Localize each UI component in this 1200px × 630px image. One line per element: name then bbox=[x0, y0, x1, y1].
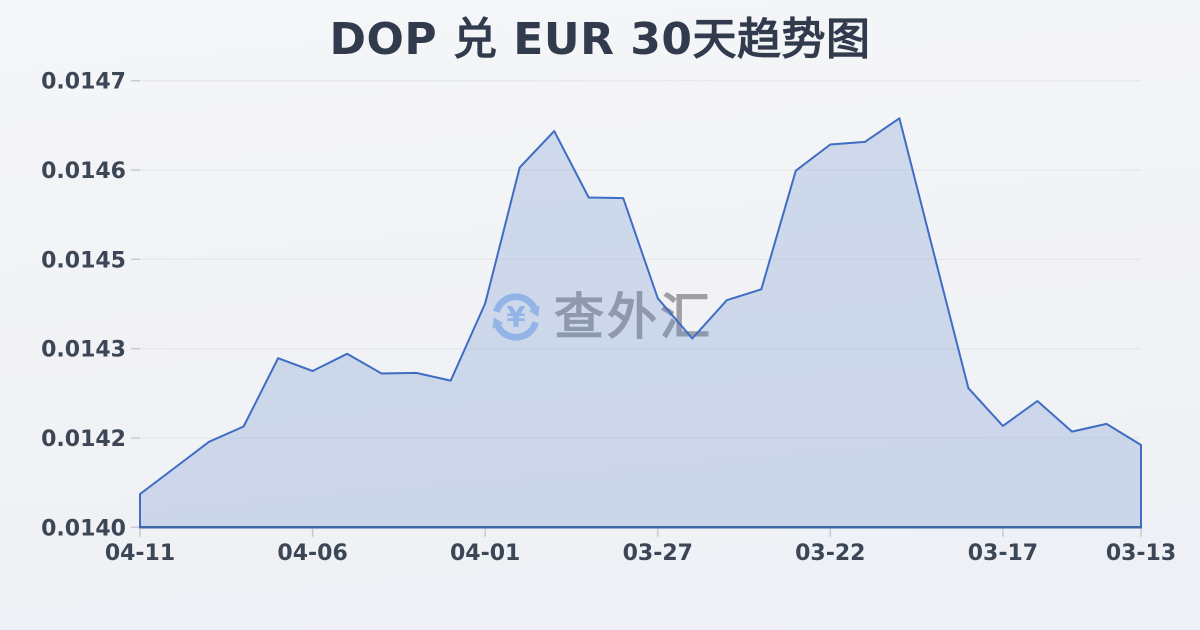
x-axis-label: 04-11 bbox=[105, 541, 175, 566]
y-axis-label: 0.0145 bbox=[41, 248, 126, 273]
y-axis-label: 0.0143 bbox=[41, 338, 126, 363]
refresh-arrowhead-bottom bbox=[492, 317, 504, 329]
x-axis-label: 03-22 bbox=[795, 541, 865, 566]
refresh-arrow-bottom bbox=[494, 321, 539, 341]
refresh-arrow-top bbox=[493, 293, 538, 313]
y-axis-label: 0.0142 bbox=[41, 427, 126, 452]
x-axis-label: 04-01 bbox=[450, 541, 520, 566]
y-axis-label: 0.0140 bbox=[41, 516, 126, 541]
x-axis-label: 03-27 bbox=[623, 541, 693, 566]
chart-title: DOP 兑 EUR 30天趋势图 bbox=[329, 14, 871, 65]
watermark: ¥ 查外汇 bbox=[487, 288, 713, 346]
x-axis-label: 04-06 bbox=[277, 541, 347, 566]
y-axis-label: 0.0147 bbox=[41, 70, 126, 95]
x-axis-label: 03-13 bbox=[1106, 541, 1176, 566]
area-series bbox=[139, 117, 1142, 529]
currency-exchange-refresh-icon: ¥ bbox=[492, 293, 540, 341]
yen-symbol: ¥ bbox=[506, 301, 526, 334]
y-axis-label: 0.0146 bbox=[41, 159, 126, 184]
watermark-text: 查外汇 bbox=[554, 292, 713, 342]
x-axis-label: 03-17 bbox=[968, 541, 1038, 566]
refresh-arrowhead-top bbox=[528, 305, 540, 317]
